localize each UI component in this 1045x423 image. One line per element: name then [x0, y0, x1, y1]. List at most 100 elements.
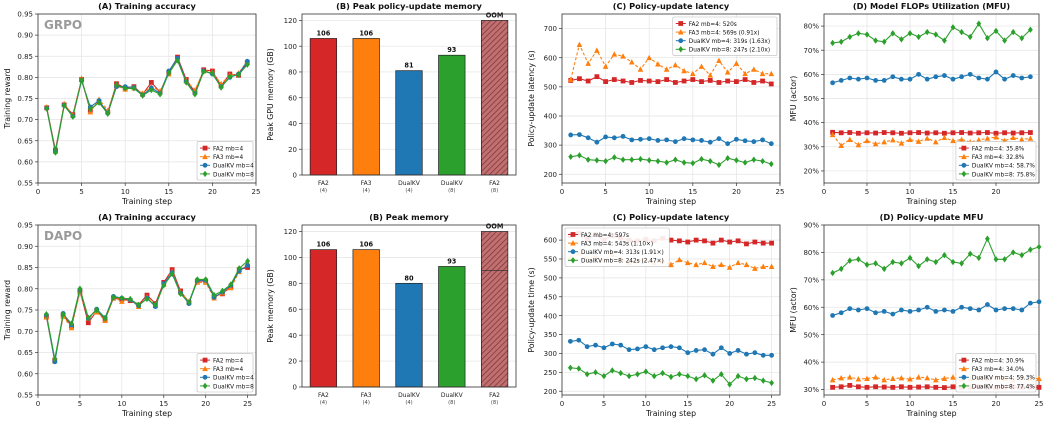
- data-point: [881, 77, 887, 83]
- data-point: [735, 259, 741, 266]
- x-tick-label: 15: [683, 400, 692, 408]
- data-point: [899, 76, 904, 82]
- data-point: [194, 276, 200, 283]
- data-point: [710, 263, 716, 269]
- data-point: [933, 31, 939, 38]
- grpo-mfu-chart: (D) Model FLOPs Utilization (MFU) 20% 30% 4…: [786, 0, 1045, 211]
- data-point: [881, 138, 887, 145]
- x-tick-label: 10: [121, 188, 130, 196]
- data-point: [567, 76, 574, 82]
- data-point: [718, 371, 724, 378]
- x-axis-label: Training step: [121, 197, 172, 206]
- bar-value-label: 106: [317, 241, 331, 249]
- data-point: [950, 76, 956, 82]
- data-point: [140, 92, 146, 99]
- data-point: [742, 159, 748, 166]
- data-point: [830, 80, 835, 86]
- data-point: [873, 384, 878, 390]
- data-point: [967, 250, 973, 257]
- series-1: [567, 41, 775, 82]
- data-point: [710, 377, 716, 384]
- data-point: [993, 307, 999, 313]
- y-tick-label: 0.90: [17, 243, 33, 251]
- data-point: [727, 381, 733, 388]
- y-tick-label: 60: [288, 306, 297, 314]
- x-tick-label: 20: [992, 400, 1001, 408]
- data-point: [933, 258, 939, 266]
- x-axis-label: Training step: [645, 197, 696, 206]
- data-point: [699, 155, 704, 163]
- x-tick-sublabel: (8): [448, 188, 455, 194]
- data-point: [941, 134, 948, 141]
- data-point: [976, 307, 982, 313]
- y-tick-label: 40%: [803, 119, 819, 127]
- y-tick-label: 0.85: [17, 53, 33, 61]
- data-point: [1010, 73, 1016, 78]
- data-point: [950, 24, 956, 31]
- y-tick-label: 300: [544, 350, 557, 358]
- data-point: [594, 74, 600, 80]
- data-point: [192, 91, 198, 98]
- y-tick-label: 350: [544, 331, 557, 339]
- dapo-latency-chart: (C) Policy-update latency200250300350400…: [524, 211, 786, 423]
- data-point: [734, 79, 739, 84]
- data-point: [924, 304, 930, 310]
- data-point: [1010, 249, 1016, 256]
- data-point: [664, 137, 670, 143]
- x-tick-sublabel: (4): [363, 188, 370, 194]
- legend-marker: [570, 257, 576, 264]
- chart-title: (C) Policy-update latency: [613, 1, 730, 11]
- legend-marker: [677, 29, 684, 35]
- y-tick-label: 600: [544, 237, 557, 245]
- data-point: [1010, 28, 1016, 36]
- data-point: [855, 141, 862, 148]
- data-point: [568, 153, 574, 160]
- y-tick-label: 0.70: [17, 116, 33, 124]
- data-point: [603, 157, 608, 165]
- x-tick-label: DualKV: [398, 180, 421, 187]
- data-point: [210, 69, 215, 77]
- x-tick-label: 20: [725, 400, 734, 408]
- x-tick-label: 0: [822, 400, 826, 408]
- legend-marker: [570, 249, 576, 255]
- data-point: [856, 30, 861, 37]
- data-point: [856, 256, 861, 263]
- x-tick-label: 0: [36, 400, 40, 408]
- y-tick-label: 60%: [803, 71, 819, 79]
- data-point: [959, 28, 964, 36]
- data-point: [638, 155, 643, 163]
- y-tick-label: 70%: [803, 47, 819, 55]
- data-point: [907, 308, 913, 314]
- data-point: [976, 20, 982, 27]
- data-point: [693, 237, 699, 243]
- data-point: [1002, 130, 1007, 136]
- y-tick-label: 0.70: [17, 328, 33, 336]
- x-tick-sublabel: (4): [363, 400, 370, 406]
- data-point: [245, 257, 251, 265]
- data-point: [916, 130, 921, 135]
- data-point: [856, 76, 861, 82]
- y-axis-label: Policy-update latency (s): [527, 50, 536, 146]
- x-tick-sublabel: (4): [320, 188, 327, 194]
- legend-entry: DualKV mb=8: 242s (2.47×): [581, 259, 664, 265]
- x-tick-label: 0: [822, 188, 826, 196]
- y-tick-label: 40: [288, 332, 297, 340]
- y-tick-label: 120: [284, 228, 297, 236]
- data-point: [611, 77, 617, 82]
- data-point: [967, 130, 973, 136]
- legend-marker: [202, 382, 208, 390]
- data-point: [1019, 307, 1025, 313]
- data-point: [245, 262, 251, 268]
- data-point: [70, 113, 76, 120]
- x-tick-label: 25: [1035, 400, 1044, 408]
- y-tick-label: 40%: [803, 359, 819, 367]
- data-point: [752, 374, 758, 382]
- y-axis-label: Training reward: [3, 68, 12, 129]
- x-tick-label: 25: [767, 400, 776, 408]
- data-point: [585, 156, 591, 163]
- data-point: [707, 139, 713, 145]
- data-point: [676, 371, 682, 378]
- data-point: [847, 136, 853, 142]
- data-point: [693, 348, 699, 353]
- data-point: [976, 75, 982, 81]
